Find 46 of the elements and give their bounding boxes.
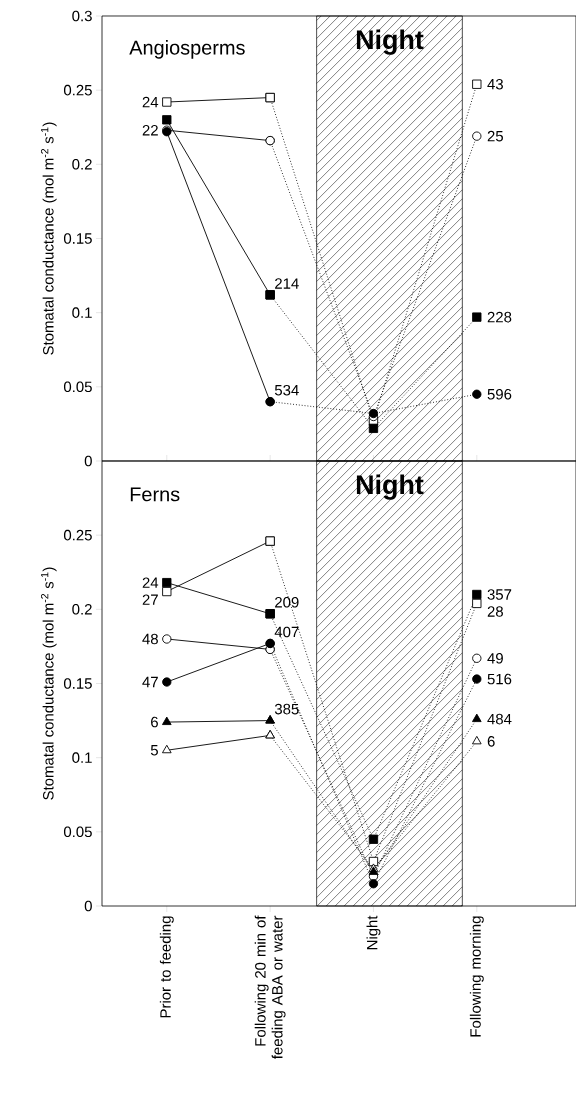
x-tick-label: Prior to feeding: [159, 916, 174, 1018]
annotation: 209: [275, 597, 299, 608]
y-tick-label: 0.3: [72, 10, 92, 22]
annotation: 48: [142, 633, 158, 645]
y-tick-label: 0.05: [63, 826, 92, 838]
y-tick-label: 0.05: [63, 381, 92, 393]
annotation: 214: [275, 278, 299, 289]
annotation: 5: [150, 745, 158, 756]
y-tick-label: 0.25: [63, 529, 92, 541]
y-tick-label: 0.25: [63, 84, 92, 96]
annotation: 22: [142, 124, 158, 136]
text: Angiosperms: [129, 40, 245, 59]
y-tick-label: 0.2: [72, 604, 92, 615]
annotation: 24: [142, 96, 159, 108]
annotation: 6: [487, 736, 495, 747]
annotation: 27: [142, 594, 158, 605]
annotation: 516: [487, 673, 512, 685]
annotation: 28: [487, 606, 503, 617]
y-tick-label: 0.15: [63, 233, 92, 244]
annotation: 228: [487, 311, 512, 323]
annotation: 49: [487, 652, 503, 664]
annotation: Night: [356, 29, 424, 55]
annotation: 385: [274, 703, 299, 715]
x-tick-label: Following morning: [469, 916, 484, 1037]
annotation: 43: [487, 78, 503, 90]
annotation: 407: [274, 626, 299, 638]
annotation: 25: [487, 130, 503, 142]
annotation: 596: [487, 388, 512, 400]
annotation: 24: [142, 577, 159, 588]
y-axis-title: Stomatal conductance (mol m$^{-2}$ s$^{-1}$): [40, 567, 57, 800]
y-tick-label: 0: [84, 900, 92, 912]
y-tick-label: 0: [84, 455, 92, 467]
annotation: 484: [487, 713, 512, 725]
y-tick-label: 0.1: [72, 752, 92, 763]
annotation: 357: [487, 589, 512, 600]
x-tick-label: Night: [366, 915, 381, 950]
x-tick-label: Following 20 min of feeding ABA or water: [254, 915, 286, 1060]
y-tick-label: 0.1: [72, 307, 92, 318]
text: Ferns: [130, 487, 180, 502]
annotation: 6: [151, 716, 158, 728]
annotation: 534: [274, 384, 299, 396]
y-tick-label: 0.15: [63, 678, 92, 689]
y-tick-label: 0.2: [72, 159, 92, 170]
annotation: Night: [356, 474, 424, 500]
y-axis-title: Stomatal conductance (mol m$^{-2}$ s$^{-1}$): [40, 122, 57, 355]
annotation: 47: [142, 676, 158, 688]
